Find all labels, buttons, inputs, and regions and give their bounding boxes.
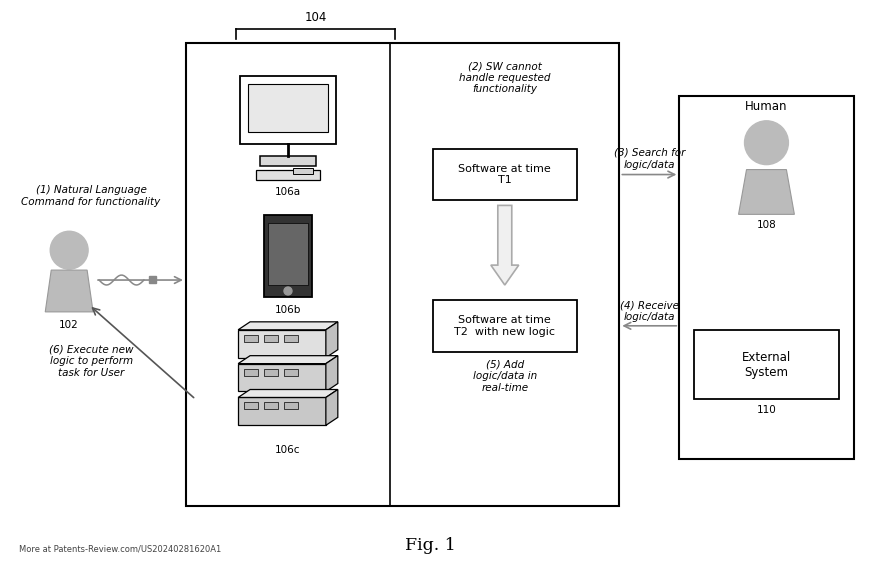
Polygon shape xyxy=(738,169,795,214)
Bar xyxy=(679,96,854,459)
Bar xyxy=(264,215,312,297)
Polygon shape xyxy=(326,322,338,358)
Text: (3) Search for
logic/data: (3) Search for logic/data xyxy=(613,148,685,169)
Polygon shape xyxy=(238,390,338,397)
Text: (5) Add
logic/data in
real-time: (5) Add logic/data in real-time xyxy=(473,360,537,393)
Bar xyxy=(244,402,258,409)
Polygon shape xyxy=(326,356,338,391)
Text: Software at time
T1: Software at time T1 xyxy=(458,164,551,185)
Bar xyxy=(238,397,326,425)
Circle shape xyxy=(284,287,292,295)
Bar xyxy=(284,369,298,375)
Text: Software at time
T2  with new logic: Software at time T2 with new logic xyxy=(454,315,555,336)
Bar xyxy=(284,402,298,409)
Bar xyxy=(433,149,577,200)
Bar xyxy=(240,76,336,144)
Bar xyxy=(248,84,328,132)
Polygon shape xyxy=(238,356,338,363)
Bar xyxy=(264,369,278,375)
Text: 106a: 106a xyxy=(275,188,301,197)
Text: External
System: External System xyxy=(742,351,791,379)
Bar xyxy=(694,330,839,400)
Text: (6) Execute new
logic to perform
task for User: (6) Execute new logic to perform task fo… xyxy=(49,345,134,378)
Text: 106c: 106c xyxy=(275,445,301,455)
Text: 106b: 106b xyxy=(275,305,301,315)
Polygon shape xyxy=(238,322,338,330)
Text: 102: 102 xyxy=(59,320,79,330)
Bar xyxy=(244,335,258,342)
Text: 108: 108 xyxy=(757,220,776,230)
Bar xyxy=(186,43,620,506)
Text: (4) Receive
logic/data: (4) Receive logic/data xyxy=(620,300,678,322)
Polygon shape xyxy=(491,205,518,285)
Bar xyxy=(238,330,326,358)
Bar xyxy=(244,369,258,375)
Text: Fig. 1: Fig. 1 xyxy=(405,537,456,554)
Text: (1) Natural Language
Command for functionality: (1) Natural Language Command for functio… xyxy=(21,185,161,207)
Bar xyxy=(293,168,313,173)
Bar xyxy=(264,335,278,342)
Circle shape xyxy=(744,121,788,165)
Text: (2) SW cannot
handle requested
functionality: (2) SW cannot handle requested functiona… xyxy=(459,61,551,94)
Bar xyxy=(260,156,316,165)
Text: Human: Human xyxy=(745,100,788,113)
Text: 104: 104 xyxy=(304,11,326,24)
Circle shape xyxy=(50,231,88,269)
Bar xyxy=(284,335,298,342)
Text: More at Patents-Review.com/US20240281620A1: More at Patents-Review.com/US20240281620… xyxy=(19,545,222,554)
Bar xyxy=(256,169,320,180)
Bar xyxy=(433,300,577,352)
Polygon shape xyxy=(45,270,93,312)
Bar xyxy=(268,223,308,285)
Bar xyxy=(264,402,278,409)
Polygon shape xyxy=(326,390,338,425)
Bar xyxy=(149,276,156,283)
Bar xyxy=(238,363,326,391)
Text: 110: 110 xyxy=(757,405,776,416)
